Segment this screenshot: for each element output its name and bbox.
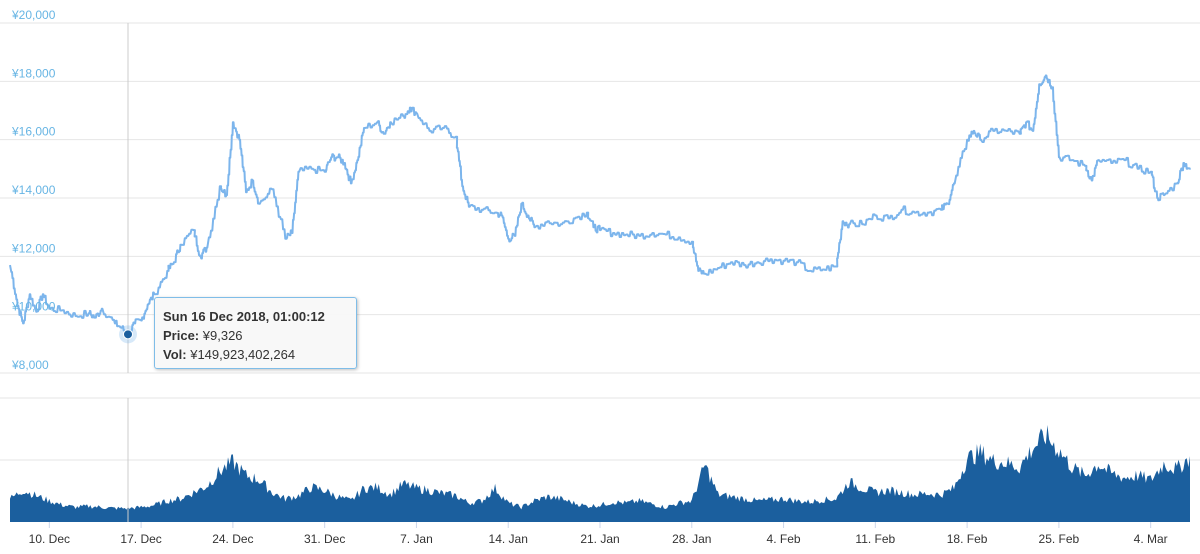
x-tick-label: 7. Jan (400, 532, 433, 546)
x-tick-label: 10. Dec (29, 532, 70, 546)
tooltip-price-row: Price: ¥9,326 (163, 326, 348, 345)
y-tick-label: ¥20,000 (11, 8, 56, 22)
price-line-series (9, 74, 1191, 337)
x-axis-labels: 10. Dec 17. Dec 24. Dec 31. Dec 7. Jan 14. Ja… (29, 522, 1168, 546)
volume-gridlines (0, 397, 1200, 461)
tooltip-price-label: Price: (163, 328, 200, 343)
tooltip-price-value: ¥9,326 (202, 328, 243, 343)
tooltip-volume-label: Vol: (163, 347, 187, 362)
y-tick-label: ¥10,000 (11, 300, 56, 314)
y-axis-labels: ¥20,000 ¥18,000 ¥16,000 ¥14,000 ¥12,000 ¥10,0… (11, 8, 56, 372)
tooltip-volume-value: ¥149,923,402,264 (190, 347, 296, 362)
x-tick-label: 14. Jan (489, 532, 528, 546)
y-tick-label: ¥8,000 (11, 358, 49, 372)
x-tick-label: 25. Feb (1039, 532, 1080, 546)
x-tick-label: 24. Dec (212, 532, 253, 546)
y-tick-label: ¥16,000 (11, 125, 56, 139)
hover-point-marker[interactable] (123, 329, 133, 340)
volume-area-series (10, 425, 1190, 522)
tooltip-date: Sun 16 Dec 2018, 01:00:12 (163, 309, 325, 324)
y-tick-label: ¥18,000 (11, 66, 56, 80)
tooltip-volume-row: Vol: ¥149,923,402,264 (163, 345, 348, 364)
x-tick-label: 4. Feb (767, 532, 801, 546)
y-tick-label: ¥14,000 (11, 183, 56, 197)
x-tick-label: 11. Feb (855, 532, 895, 546)
x-tick-label: 28. Jan (672, 532, 711, 546)
chart-tooltip: Sun 16 Dec 2018, 01:00:12 Price: ¥9,326 … (154, 297, 357, 369)
x-tick-label: 4. Mar (1134, 532, 1168, 546)
x-tick-label: 21. Jan (580, 532, 619, 546)
x-tick-label: 17. Dec (120, 532, 161, 546)
y-tick-label: ¥12,000 (11, 241, 56, 255)
x-tick-label: 18. Feb (947, 532, 988, 546)
x-tick-label: 31. Dec (304, 532, 345, 546)
